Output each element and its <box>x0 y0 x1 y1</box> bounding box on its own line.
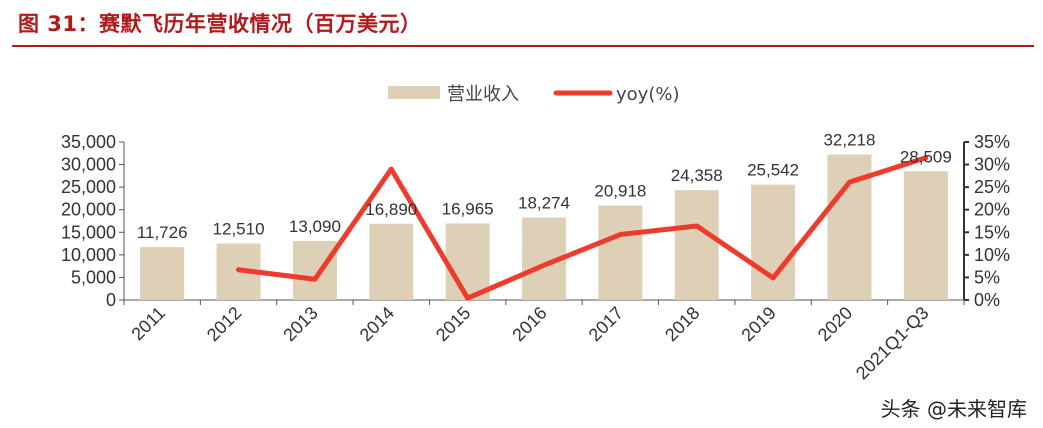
revenue-data-label: 24,358 <box>671 166 723 185</box>
revenue-data-label: 32,218 <box>823 131 875 150</box>
revenue-data-label: 16,890 <box>365 200 417 219</box>
yoy-point <box>389 167 394 172</box>
y-left-tick-label: 20,000 <box>61 200 116 220</box>
y-left-tick-label: 25,000 <box>61 177 116 197</box>
legend-label-revenue: 营业收入 <box>447 84 519 105</box>
revenue-bar <box>751 184 796 300</box>
legend-swatch-revenue <box>388 86 440 99</box>
y-left-tick-label: 10,000 <box>61 245 116 265</box>
y-right-tick-label: 20% <box>974 200 1010 220</box>
yoy-point <box>465 296 470 301</box>
x-tick-label: 2011 <box>127 303 169 345</box>
y-left-tick-label: 30,000 <box>61 155 116 175</box>
y-right-tick-label: 35% <box>974 132 1010 152</box>
yoy-line <box>236 155 929 301</box>
revenue-bar <box>598 205 643 300</box>
y-right-tick-label: 5% <box>974 267 1000 287</box>
yoy-point <box>618 232 623 237</box>
revenue-data-label: 28,509 <box>900 147 952 166</box>
watermark: 头条 @未来智库 <box>880 397 1027 421</box>
revenue-bar <box>292 240 337 300</box>
y-right-tick-label: 30% <box>974 155 1010 175</box>
revenue-bar <box>903 171 948 300</box>
x-tick-label: 2020 <box>814 303 856 345</box>
x-tick-label: 2012 <box>203 303 245 345</box>
x-tick-label: 2014 <box>356 303 398 345</box>
y-right-tick-label: 15% <box>974 222 1010 242</box>
y-right-tick-label: 25% <box>974 177 1010 197</box>
x-tick-label: 2016 <box>508 303 550 345</box>
title-divider <box>12 45 1034 47</box>
revenue-bar <box>140 247 185 300</box>
x-tick-label: 2017 <box>585 303 627 345</box>
revenue-data-label: 18,274 <box>518 194 570 213</box>
revenue-data-label: 20,918 <box>594 182 646 201</box>
bar-series <box>140 154 948 300</box>
y-left-tick-label: 0 <box>106 290 116 310</box>
y-left-tick-label: 35,000 <box>61 132 116 152</box>
chart-legend: 营业收入 yoy(%) <box>388 84 679 105</box>
x-tick-label: 2015 <box>432 303 474 345</box>
page-title: 图 31：赛默飞历年营收情况（百万美元） <box>18 12 422 36</box>
revenue-data-label: 11,726 <box>137 223 188 242</box>
y-left-tick-label: 15,000 <box>61 222 116 242</box>
yoy-point <box>236 267 241 272</box>
data-labels: 11,726 12,510 13,090 16,890 16,965 18,274 20,9… <box>137 131 952 243</box>
x-tick-label: 2021Q1-Q3 <box>852 303 933 384</box>
revenue-bar <box>674 190 719 300</box>
revenue-bar <box>369 223 414 300</box>
yoy-point <box>542 263 546 268</box>
yoy-point <box>694 223 699 228</box>
yoy-point <box>923 155 928 160</box>
revenue-data-label: 12,510 <box>213 220 265 239</box>
legend-label-yoy: yoy(%) <box>616 84 679 105</box>
x-tick-label: 2018 <box>661 303 703 345</box>
y-right-tick-label: 10% <box>974 245 1010 265</box>
yoy-point <box>847 180 852 185</box>
revenue-bar <box>445 223 490 300</box>
yoy-point <box>771 275 776 280</box>
yoy-point <box>312 277 317 282</box>
x-tick-label: 2013 <box>279 303 321 345</box>
revenue-data-label: 16,965 <box>442 199 494 218</box>
revenue-data-label: 25,542 <box>747 161 799 180</box>
line-series <box>236 155 929 301</box>
revenue-data-label: 13,090 <box>289 217 341 236</box>
x-tick-label: 2019 <box>737 303 779 345</box>
y-right-tick-label: 0% <box>974 290 1000 310</box>
y-left-tick-label: 5,000 <box>71 267 116 287</box>
